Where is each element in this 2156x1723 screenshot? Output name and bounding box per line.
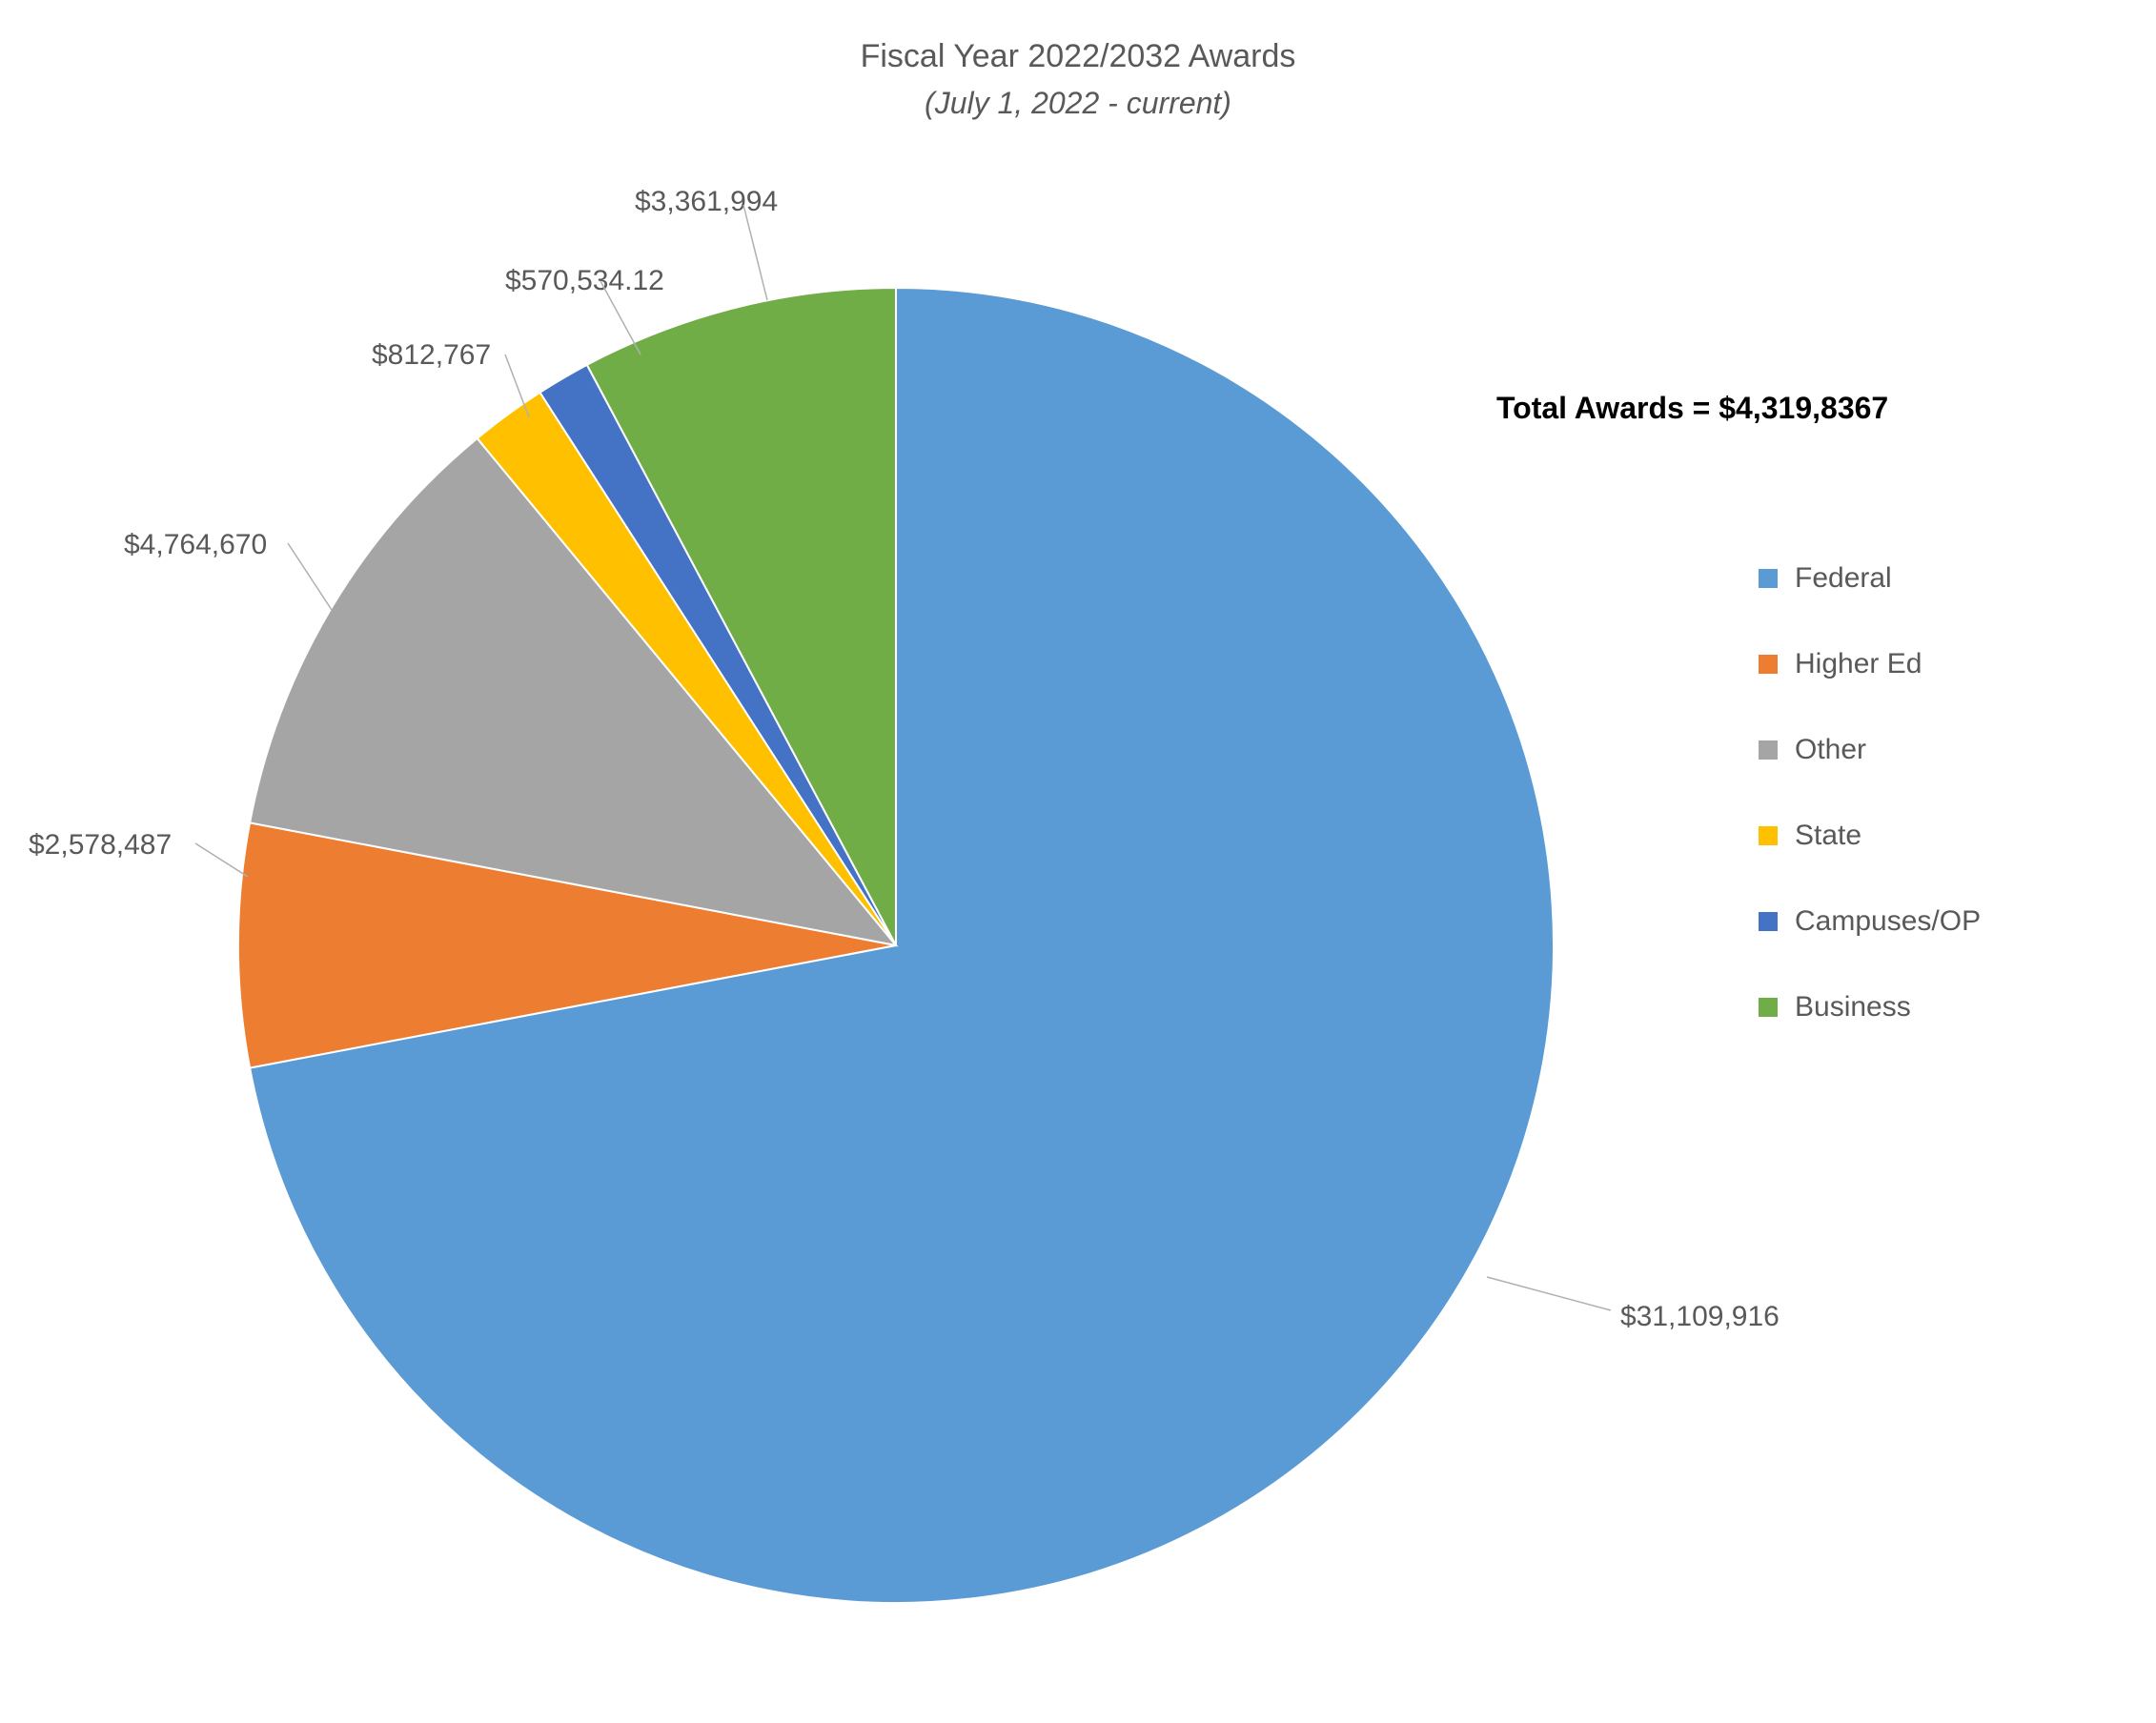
legend-swatch: [1759, 912, 1778, 931]
legend-label: Campuses/OP: [1795, 905, 1981, 938]
legend-label: State: [1795, 820, 1861, 852]
legend-item-state: State: [1759, 820, 1981, 852]
legend-swatch: [1759, 826, 1778, 845]
legend-swatch: [1759, 998, 1778, 1017]
data-label-campuses-op: $570,534.12: [505, 265, 664, 297]
legend-label: Higher Ed: [1795, 648, 1922, 680]
legend-item-higher-ed: Higher Ed: [1759, 648, 1981, 680]
data-label-higher-ed: $2,578,487: [29, 829, 172, 862]
legend-swatch: [1759, 655, 1778, 674]
legend-swatch: [1759, 740, 1778, 760]
legend-label: Other: [1795, 734, 1866, 766]
data-label-state: $812,767: [372, 339, 491, 372]
legend-label: Federal: [1795, 562, 1892, 595]
data-label-federal: $31,109,916: [1620, 1301, 1780, 1333]
chart-container: Fiscal Year 2022/2032 Awards (July 1, 20…: [0, 0, 2156, 1723]
legend-item-other: Other: [1759, 734, 1981, 766]
data-label-other: $4,764,670: [124, 529, 267, 561]
legend-label: Business: [1795, 991, 1911, 1024]
legend-swatch: [1759, 569, 1778, 588]
legend: Federal Higher Ed Other State Campuses/OP Bus…: [1759, 562, 1981, 1077]
data-label-business: $3,361,994: [635, 186, 778, 218]
legend-item-federal: Federal: [1759, 562, 1981, 595]
legend-item-business: Business: [1759, 991, 1981, 1024]
legend-item-campuses-op: Campuses/OP: [1759, 905, 1981, 938]
